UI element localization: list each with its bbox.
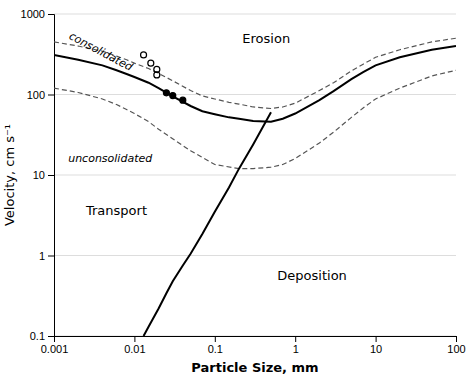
point [180, 97, 186, 103]
tick: 100 [27, 89, 54, 101]
point [170, 93, 176, 99]
tick-mark [134, 336, 135, 342]
tick-mark [48, 175, 54, 176]
point [154, 72, 160, 78]
tick: 1000 [21, 8, 54, 20]
axis-line [48, 15, 55, 337]
chart: 0.001 0.01 0.1 1 10 100 0.1 1 10 100 1000 consolida… [0, 0, 474, 380]
annotation: consolidated [67, 29, 136, 74]
annotation: unconsolidated [68, 152, 153, 165]
tick: 1 [39, 250, 54, 262]
x-axis-title: Particle Size, mm [191, 360, 318, 375]
point [148, 60, 154, 66]
x-axis: 0.001 0.01 0.1 1 10 100 [41, 336, 466, 355]
tick: 100 [447, 336, 465, 355]
tick-label: 100 [27, 89, 45, 101]
tick-mark [48, 256, 54, 257]
y-axis-title: Velocity, cm s⁻¹ [2, 124, 17, 226]
grid-line [54, 175, 456, 176]
tick-mark [215, 336, 216, 342]
tick-mark [48, 336, 54, 337]
grid [54, 14, 456, 336]
dashed-line [54, 38, 456, 108]
tick-label: 10 [370, 343, 382, 355]
tick-mark [456, 336, 457, 342]
grid-line [54, 255, 456, 256]
tick-label: 1 [39, 250, 45, 262]
annotation: Transport [85, 203, 147, 218]
tick-mark [376, 336, 377, 342]
tick-label: 0.1 [208, 343, 223, 355]
grid-line [54, 94, 456, 95]
tick: 10 [370, 336, 382, 355]
tick-label: 10 [33, 169, 45, 181]
tick-mark [48, 95, 54, 96]
tick-mark [295, 336, 296, 342]
tick: 0.01 [124, 336, 145, 355]
tick-label: 0.001 [41, 343, 69, 355]
annotations: consolidated unconsolidated Erosion Transpo… [67, 29, 347, 282]
tick-mark [48, 14, 54, 15]
point [141, 52, 147, 58]
line [144, 112, 271, 336]
dashed-line [54, 70, 456, 168]
tick-label: 1 [293, 343, 299, 355]
y-axis: 0.1 1 10 100 1000 [21, 8, 55, 342]
tick: 1 [293, 336, 299, 355]
annotation: Deposition [277, 268, 347, 283]
tick-label: 1000 [21, 8, 45, 20]
point [163, 90, 169, 96]
tick-label: 100 [447, 343, 465, 355]
axis-line [55, 337, 457, 343]
annotation: Erosion [242, 31, 290, 46]
marks [54, 38, 456, 336]
grid-line [54, 14, 456, 15]
tick-label: 0.1 [30, 330, 45, 342]
tick: 0.1 [30, 330, 54, 342]
tick: 0.1 [208, 336, 223, 355]
tick: 10 [33, 169, 54, 181]
tick-label: 0.01 [124, 343, 145, 355]
